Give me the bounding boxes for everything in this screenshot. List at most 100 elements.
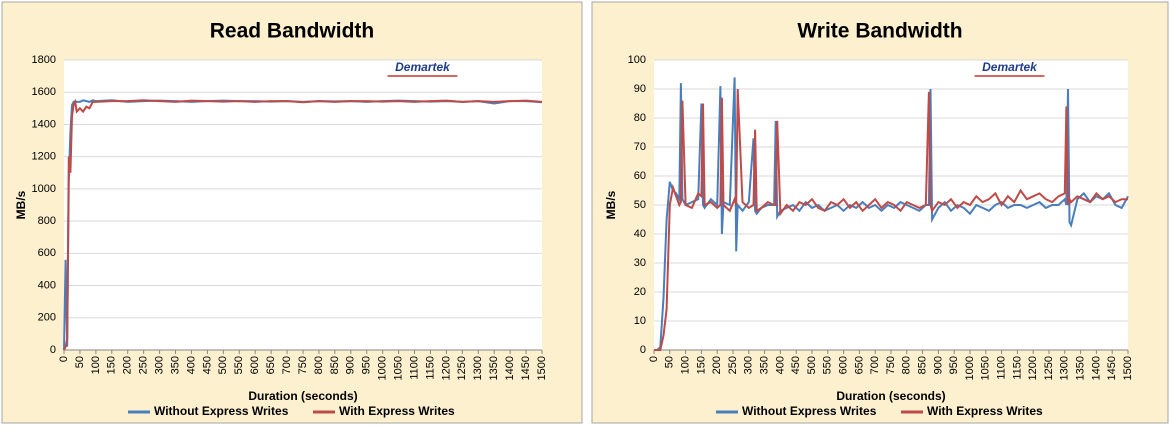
- x-tick-label: 600: [249, 356, 261, 374]
- y-axis-label: MB/s: [604, 190, 618, 219]
- x-tick-label: 1450: [1106, 356, 1118, 380]
- x-tick-label: 250: [138, 356, 150, 374]
- y-tick-label: 50: [634, 199, 646, 211]
- x-tick-label: 900: [932, 356, 944, 374]
- data-line: [654, 88, 1128, 351]
- x-tick-label: 550: [233, 356, 245, 374]
- x-tick-label: 1400: [1090, 356, 1102, 380]
- x-tick-label: 100: [90, 356, 102, 374]
- chart-title: Write Bandwidth: [797, 20, 962, 43]
- x-tick-label: 450: [201, 356, 213, 374]
- x-tick-label: 400: [774, 356, 786, 374]
- x-axis-label: Duration (seconds): [248, 389, 357, 403]
- y-tick-label: 30: [634, 257, 646, 269]
- x-tick-label: 1000: [377, 356, 389, 380]
- y-tick-label: 1600: [32, 86, 56, 98]
- x-tick-label: 700: [869, 356, 881, 374]
- x-tick-label: 1100: [996, 356, 1008, 380]
- y-tick-label: 1000: [32, 183, 56, 195]
- x-tick-label: 400: [185, 356, 197, 374]
- y-tick-label: 20: [634, 286, 646, 298]
- x-tick-label: 1250: [1043, 356, 1055, 380]
- x-tick-label: 1450: [520, 356, 532, 380]
- data-line: [654, 77, 1129, 351]
- data-line: [63, 98, 543, 351]
- y-tick-label: 90: [634, 83, 646, 95]
- y-tick-label: 100: [628, 54, 646, 66]
- x-tick-label: 800: [313, 356, 325, 374]
- x-tick-label: 1200: [1027, 356, 1039, 380]
- x-tick-label: 800: [901, 356, 913, 374]
- y-tick-label: 1400: [32, 118, 56, 130]
- y-tick-label: 0: [50, 344, 56, 356]
- x-tick-label: 850: [917, 356, 929, 374]
- x-tick-label: 750: [885, 356, 897, 374]
- x-tick-label: 0: [58, 356, 70, 362]
- y-tick-label: 1200: [32, 151, 56, 163]
- x-tick-label: 550: [822, 356, 834, 374]
- x-tick-label: 1150: [1011, 356, 1023, 380]
- y-tick-label: 200: [38, 312, 56, 324]
- y-tick-label: 60: [634, 170, 646, 182]
- x-tick-label: 1050: [393, 356, 405, 380]
- x-tick-label: 1250: [456, 356, 468, 380]
- x-tick-label: 1100: [408, 356, 420, 380]
- x-tick-label: 1350: [488, 356, 500, 380]
- x-tick-label: 300: [743, 356, 755, 374]
- legend-label: Without Express Writes: [742, 404, 877, 418]
- x-tick-label: 900: [345, 356, 357, 374]
- chart-panel: Read Bandwidth02004006008001000120014001…: [1, 1, 583, 424]
- x-tick-label: 650: [265, 356, 277, 374]
- x-tick-label: 1400: [504, 356, 516, 380]
- legend-label: With Express Writes: [339, 404, 455, 418]
- x-tick-label: 250: [727, 356, 739, 374]
- legend-label: With Express Writes: [927, 404, 1043, 418]
- x-tick-label: 850: [329, 356, 341, 374]
- x-tick-label: 1150: [424, 356, 436, 380]
- x-tick-label: 1000: [964, 356, 976, 380]
- x-tick-label: 150: [695, 356, 707, 374]
- x-tick-label: 1350: [1075, 356, 1087, 380]
- x-tick-label: 1300: [472, 356, 484, 380]
- x-tick-label: 1300: [1059, 356, 1071, 380]
- x-axis-label: Duration (seconds): [836, 389, 945, 403]
- x-tick-label: 500: [217, 356, 229, 374]
- x-tick-label: 100: [680, 356, 692, 374]
- y-tick-label: 80: [634, 112, 646, 124]
- x-tick-label: 700: [281, 356, 293, 374]
- x-tick-label: 1500: [1122, 356, 1134, 380]
- y-tick-label: 40: [634, 228, 646, 240]
- x-tick-label: 350: [169, 356, 181, 374]
- x-tick-label: 50: [664, 356, 676, 368]
- y-axis-label: MB/s: [14, 190, 28, 219]
- y-tick-label: 1800: [32, 54, 56, 66]
- y-tick-label: 10: [634, 315, 646, 327]
- x-tick-label: 450: [790, 356, 802, 374]
- x-tick-label: 750: [297, 356, 309, 374]
- x-tick-label: 200: [711, 356, 723, 374]
- watermark: Demartek: [395, 60, 451, 74]
- x-tick-label: 1500: [536, 356, 548, 380]
- x-tick-label: 350: [759, 356, 771, 374]
- x-tick-label: 600: [838, 356, 850, 374]
- plot-area: [64, 60, 542, 350]
- x-tick-label: 0: [648, 356, 660, 362]
- y-tick-label: 70: [634, 141, 646, 153]
- watermark: Demartek: [982, 60, 1038, 74]
- x-tick-label: 50: [74, 356, 86, 368]
- x-tick-label: 300: [154, 356, 166, 374]
- x-tick-label: 500: [806, 356, 818, 374]
- chart-title: Read Bandwidth: [210, 20, 375, 43]
- x-tick-label: 950: [948, 356, 960, 374]
- x-tick-label: 1050: [980, 356, 992, 380]
- x-tick-label: 950: [361, 356, 373, 374]
- x-tick-label: 1200: [440, 356, 452, 380]
- y-tick-label: 600: [38, 247, 56, 259]
- y-tick-label: 0: [640, 344, 646, 356]
- y-tick-label: 800: [38, 215, 56, 227]
- legend-label: Without Express Writes: [154, 404, 289, 418]
- x-tick-label: 150: [106, 356, 118, 374]
- x-tick-label: 200: [122, 356, 134, 374]
